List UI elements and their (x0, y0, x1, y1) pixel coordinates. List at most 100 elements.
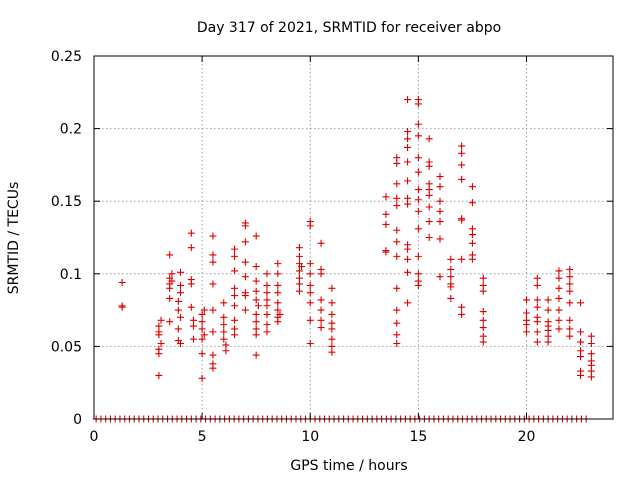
data-point (317, 270, 325, 278)
data-point (177, 268, 184, 276)
y-tick-label: 0.1 (60, 267, 82, 283)
data-point (393, 339, 401, 347)
y-tick-label: 0.25 (51, 49, 82, 65)
data-point (187, 229, 195, 237)
data-point (328, 325, 336, 333)
data-point (252, 351, 260, 359)
data-point (263, 310, 271, 318)
data-point (544, 306, 552, 314)
data-point (241, 258, 249, 266)
data-point (425, 162, 433, 170)
data-point (306, 281, 314, 289)
data-point (544, 338, 552, 346)
data-point (555, 316, 563, 324)
data-point (306, 222, 314, 230)
data-point (252, 318, 260, 326)
data-point (425, 135, 433, 143)
data-point (404, 158, 412, 166)
data-point (393, 226, 401, 234)
y-tick-label: 0.2 (60, 122, 82, 138)
data-point (404, 143, 412, 151)
data-point (231, 316, 239, 324)
data-point (187, 303, 195, 311)
data-point (241, 273, 249, 281)
data-point (425, 203, 433, 211)
data-point (468, 183, 476, 191)
data-point (414, 252, 422, 260)
data-point (198, 350, 206, 358)
data-point (577, 353, 585, 361)
data-point (523, 296, 530, 304)
data-point (177, 289, 184, 297)
data-point (231, 284, 239, 292)
data-point (587, 332, 595, 340)
data-point (252, 287, 260, 295)
data-point (328, 348, 336, 356)
data-point (274, 289, 282, 297)
data-point (263, 289, 271, 297)
data-point (393, 159, 401, 167)
data-point (404, 245, 412, 253)
data-point (166, 294, 174, 302)
data-point (222, 347, 230, 355)
data-point (252, 310, 260, 318)
data-point (566, 280, 574, 288)
data-point (168, 277, 176, 285)
data-point (566, 265, 574, 273)
data-point (587, 339, 595, 347)
data-point (382, 220, 390, 228)
chart-title: Day 317 of 2021, SRMTID for receiver abp… (197, 20, 501, 36)
data-point (220, 299, 228, 307)
data-point (468, 231, 476, 239)
data-point (468, 199, 476, 207)
data-point (155, 331, 163, 339)
data-point (317, 306, 325, 314)
data-point (306, 299, 314, 307)
data-point (189, 335, 197, 343)
data-point (479, 316, 487, 324)
data-point (118, 279, 126, 287)
data-point (198, 325, 206, 333)
data-point (404, 128, 412, 136)
data-point (328, 335, 336, 343)
data-point (533, 318, 541, 326)
data-point (263, 328, 271, 336)
data-point (274, 260, 282, 268)
data-point (187, 244, 195, 252)
data-point (155, 371, 163, 379)
data-point (533, 281, 541, 289)
data-point (177, 313, 184, 321)
data-point (447, 294, 455, 302)
data-point (177, 339, 184, 347)
axis-ticks: 0 5 10 15 20 0 0.05 0.1 0.15 0.2 0.25 (51, 49, 613, 445)
data-point (458, 310, 466, 318)
data-point (393, 319, 401, 327)
data-point (577, 371, 585, 379)
data-point (566, 287, 574, 295)
data-point (414, 120, 422, 128)
data-point (555, 294, 563, 302)
data-point (425, 191, 433, 199)
data-point (166, 284, 174, 292)
data-point (209, 251, 217, 259)
data-point (220, 328, 228, 336)
data-point (404, 299, 412, 307)
data-point (209, 232, 217, 240)
data-point (274, 318, 282, 326)
data-point (393, 284, 401, 292)
data-point (533, 328, 541, 336)
data-point (393, 202, 401, 210)
data-point (436, 197, 444, 205)
data-point (436, 235, 444, 243)
data-point (414, 270, 422, 278)
data-point (533, 274, 541, 282)
data-point (414, 168, 422, 176)
data-point (393, 252, 401, 260)
data-point (209, 306, 217, 314)
data-point (200, 306, 208, 314)
data-point (479, 324, 487, 332)
data-point (393, 238, 401, 246)
data-point (404, 200, 412, 208)
data-point (155, 350, 163, 358)
data-point (157, 316, 165, 324)
